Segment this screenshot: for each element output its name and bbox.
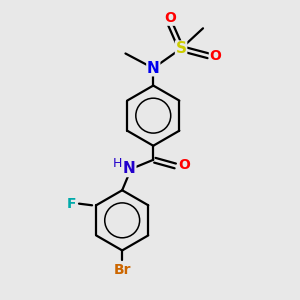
Text: N: N bbox=[147, 61, 160, 76]
Text: S: S bbox=[176, 41, 187, 56]
Text: F: F bbox=[66, 197, 76, 211]
Text: N: N bbox=[123, 161, 136, 176]
Text: O: O bbox=[178, 158, 190, 172]
Text: O: O bbox=[209, 49, 221, 63]
Text: O: O bbox=[164, 11, 176, 25]
Text: H: H bbox=[112, 157, 122, 169]
Text: Br: Br bbox=[113, 263, 131, 277]
